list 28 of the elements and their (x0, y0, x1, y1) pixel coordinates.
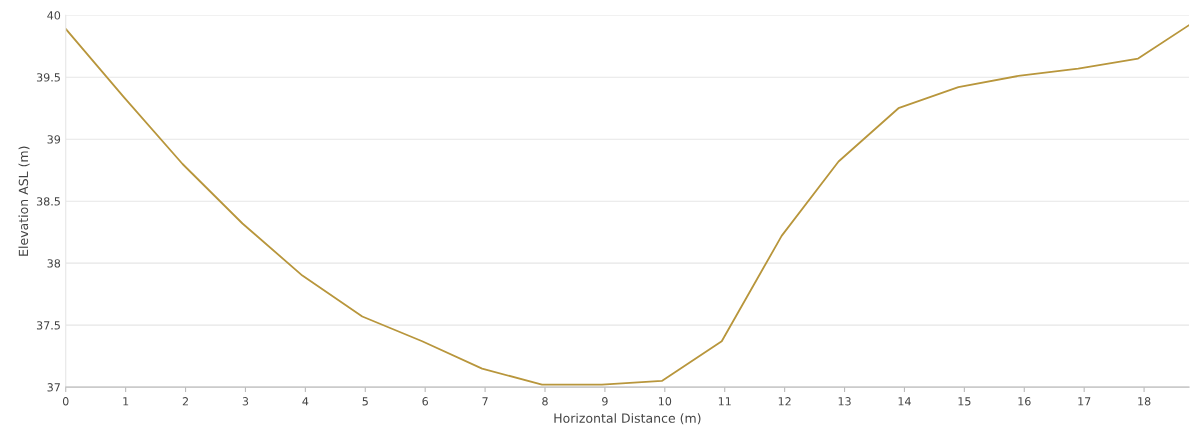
x-tick-label: 10 (658, 397, 672, 406)
x-tick-label: 11 (718, 397, 731, 406)
x-tick-label: 4 (302, 397, 309, 406)
x-tick-label: 8 (542, 397, 548, 406)
x-tick-label: 5 (362, 397, 368, 406)
x-tick-label: 6 (422, 397, 429, 406)
x-tick-label: 2 (182, 397, 188, 406)
x-axis-title: Horizontal Distance (m) (554, 413, 701, 425)
x-tick-label: 18 (1138, 397, 1151, 406)
x-tick-label: 3 (242, 397, 249, 406)
y-tick-label: 40 (47, 11, 61, 20)
y-tick-label: 37 (47, 383, 60, 392)
x-tick-label: 9 (602, 397, 608, 406)
x-tick-label: 1 (123, 397, 129, 406)
x-tick-label: 16 (1018, 397, 1031, 406)
x-tick-label: 14 (898, 397, 911, 406)
x-tick-label: 12 (778, 397, 791, 406)
x-tick-label: 15 (958, 397, 971, 406)
y-tick-label: 38 (47, 259, 61, 268)
x-tick-label: 13 (838, 397, 851, 406)
x-tick-label: 7 (482, 397, 488, 406)
x-tick-label: 17 (1078, 397, 1091, 406)
y-tick-label: 39.5 (36, 73, 60, 82)
x-tick-label: 0 (62, 397, 69, 406)
y-tick-label: 37.5 (36, 321, 60, 330)
y-axis-title: Elevation ASL (m) (18, 146, 30, 256)
y-tick-label: 38.5 (36, 197, 60, 206)
y-tick-label: 39 (47, 135, 61, 144)
